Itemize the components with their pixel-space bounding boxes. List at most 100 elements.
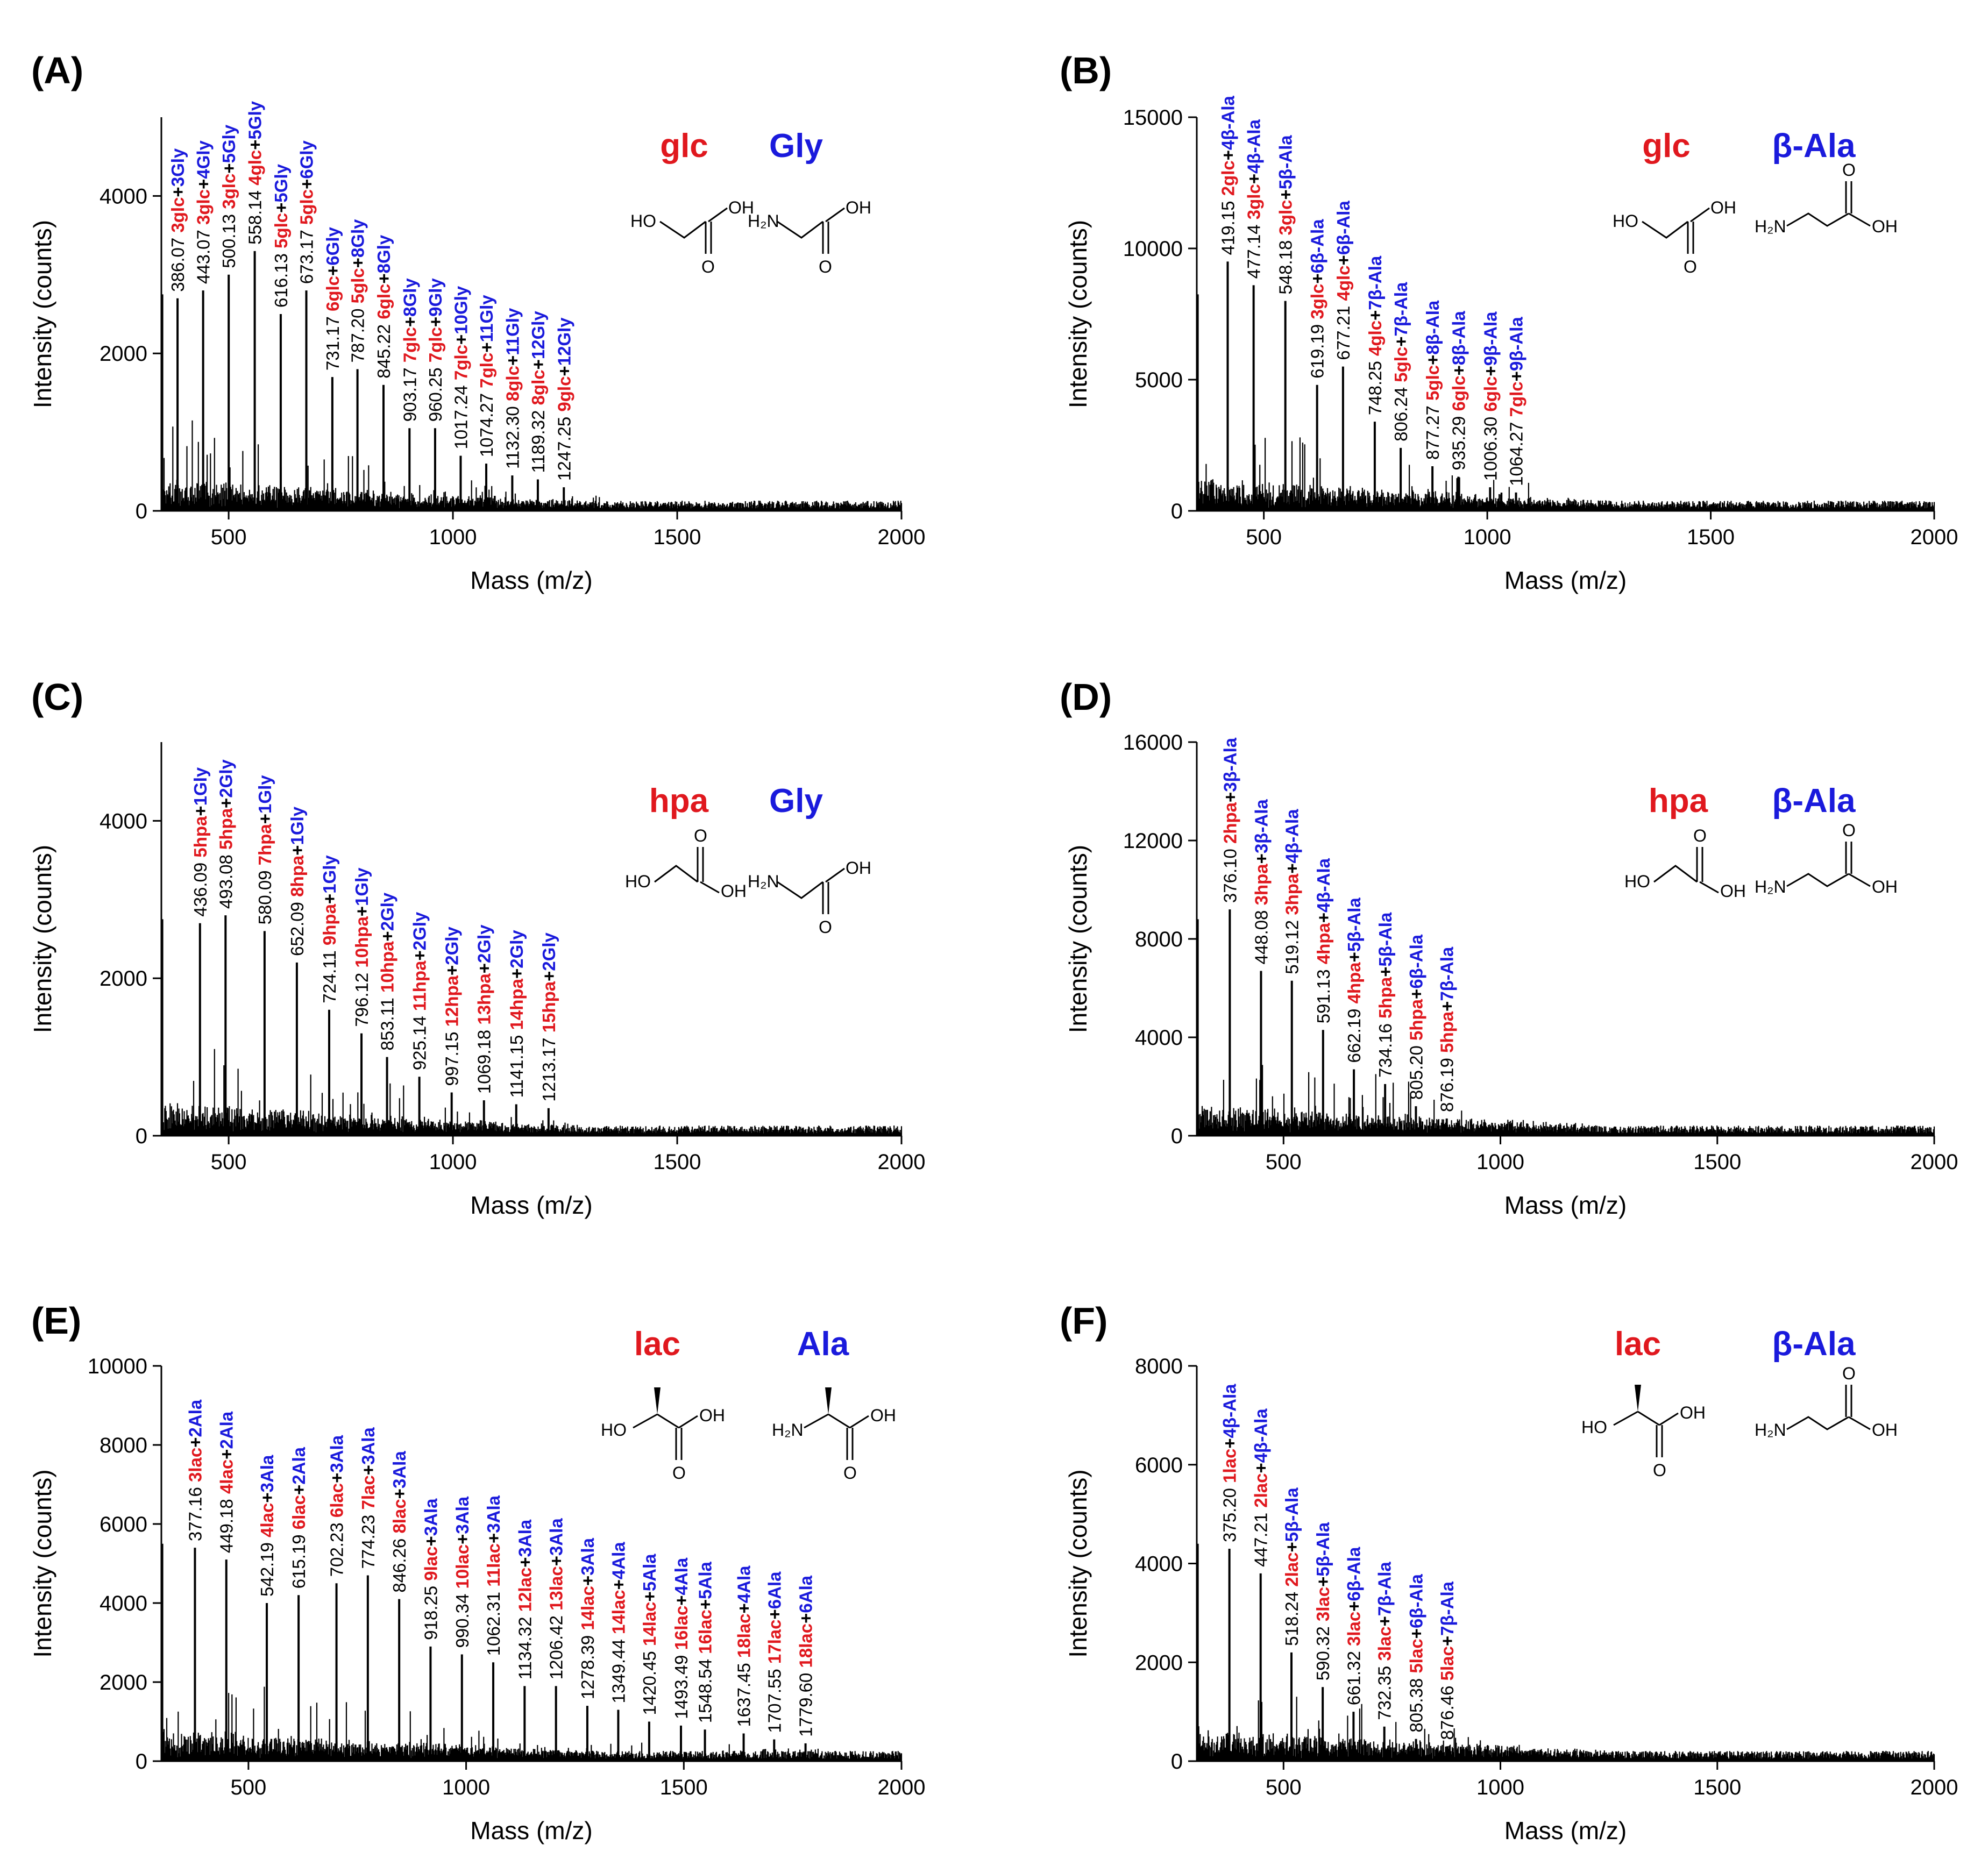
bond [1690,207,1710,223]
peak-label: 542.19 4lac+3Ala [257,1455,277,1597]
atom-label: O [672,1463,686,1483]
legend-amine: Gly [769,127,823,165]
bond [828,1413,850,1429]
atom-label: O [819,257,832,276]
x-tick-label: 2000 [1911,1150,1958,1174]
peak-label: 1132.30 8glc+11Gly [502,308,522,469]
atom-label: HO [630,211,656,231]
peak-label: 1134.32 12lac+3Ala [515,1519,535,1679]
peak-label: 748.25 4glc+7β-Ala [1365,255,1385,415]
panel-label: (D) [1060,676,1112,718]
x-axis-title: Mass (m/z) [470,1191,592,1219]
chart-panel: (C) 436.09 5hpa+1Gly 493.08 5hpa+2Gly 580.0… [29,676,925,1219]
peak-label: 876.46 5lac+7β-Ala [1437,1581,1457,1740]
bond [777,220,823,239]
x-tick-label: 1000 [1476,1776,1524,1799]
peak-label: 616.13 5glc+5Gly [271,163,291,308]
wedge-bond [825,1387,832,1414]
peak-label: 734.16 5hpa+5β-Ala [1375,912,1395,1078]
chart-panel: (B) 419.15 2glc+4β-Ala 477.14 3glc+4β-Ala 5… [1060,49,1958,594]
peak-label: 580.09 7hpa+1Gly [255,775,275,925]
peak-label: 1420.45 14lac+5Ala [640,1554,659,1715]
spectrum-trace [1196,1543,1935,1761]
peak-label: 724.11 9hpa+1Gly [320,855,339,1003]
x-tick-label: 500 [211,1150,247,1174]
peak-label: 518.24 2lac+5β-Ala [1282,1487,1302,1646]
x-tick-label: 1000 [429,1150,477,1174]
legend-amine: Gly [769,782,823,820]
panel-label: (F) [1060,1300,1107,1342]
bond [708,207,728,223]
bond [657,1413,679,1429]
x-axis-title: Mass (m/z) [1504,1817,1627,1844]
peak-label: 377.16 3lac+2Ala [185,1399,205,1541]
bond [678,1415,698,1429]
y-tick-label: 8000 [1135,928,1183,951]
x-axis-title: Mass (m/z) [1504,566,1627,594]
molecule-amine-structure: H₂N O OH [1755,160,1898,236]
peak-label: 774.23 7lac+3Ala [358,1427,378,1569]
molecule-acid-structure: HO O OH [1581,1385,1706,1480]
y-tick-label: 6000 [100,1513,147,1536]
peak-label: 619.19 3glc+6β-Ala [1308,219,1327,379]
bond [1786,1416,1849,1430]
peak-label: 448.08 3hpa+3β-Ala [1251,799,1271,965]
atom-label: OH [1710,198,1736,217]
y-tick-label: 15000 [1123,106,1183,130]
atom-label: OH [870,1406,896,1425]
peak-label: 662.19 4hpa+5β-Ala [1344,898,1364,1063]
x-tick-label: 1000 [1476,1150,1524,1174]
peak-label: 436.09 5hpa+1Gly [190,767,210,917]
y-tick-label: 16000 [1123,731,1183,754]
peak-label: 558.14 4glc+5Gly [245,101,265,245]
peak-label: 1017.24 7glc+10Gly [451,286,471,449]
peak-label: 877.27 5glc+8β-Ala [1423,300,1443,460]
bond [1786,873,1849,887]
atom-label: H₂N [748,211,779,231]
x-tick-label: 2000 [878,1776,926,1799]
peak-label: 1189.32 8glc+12Gly [528,311,548,473]
peak-label: 375.20 1lac+4β-Ala [1220,1384,1240,1542]
y-tick-label: 2000 [100,342,147,366]
atom-label: O [843,1463,857,1483]
y-tick-label: 12000 [1123,829,1183,853]
bond [849,1415,869,1429]
molecule-acid-structure: HO O OH [1624,826,1746,901]
x-tick-label: 1500 [654,1150,701,1174]
peak-label: 876.19 5hpa+7β-Ala [1437,946,1457,1112]
peak-label: 935.29 6glc+8β-Ala [1449,311,1468,471]
peak-label: 925.14 11hpa+2Gly [410,911,430,1070]
atom-label: OH [1872,217,1898,236]
x-tick-label: 1000 [1464,525,1511,549]
peak-label: 591.13 4hpa+4β-Ala [1314,858,1333,1023]
peak-label: 1349.44 14lac+4Ala [608,1542,628,1704]
panel-label: (A) [31,49,83,91]
peak-label: 419.15 2glc+4β-Ala [1218,95,1238,255]
bond [659,220,706,239]
y-axis-title: Intensity (counts) [1064,845,1092,1033]
atom-label: OH [1720,881,1746,901]
peak-label: 1062.31 11lac+3Ala [484,1495,503,1656]
peak-label: 447.21 2lac+4β-Ala [1251,1408,1271,1567]
x-tick-label: 2000 [878,1150,926,1174]
peak-label: 1074.27 7glc+11Gly [477,295,496,458]
peak-label: 1548.54 16lac+5Ala [695,1562,715,1723]
legend-acid: lac [1615,1326,1661,1363]
peak-label: 1206.42 13lac+3Ala [546,1518,566,1680]
peak-label: 1141.15 14hpa+2Gly [507,930,527,1098]
peak-label: 732.35 3lac+7β-Ala [1375,1562,1395,1720]
bond [700,881,720,894]
bond [1786,212,1849,227]
y-tick-label: 0 [136,1750,147,1774]
bond [825,207,845,223]
chart-panel: (F) 375.20 1lac+4β-Ala 447.21 2lac+4β-Ala 5… [1060,1300,1958,1844]
legend-acid: hpa [1649,782,1708,820]
chart-panel: (E) 377.16 3lac+2Ala 449.18 4lac+2Ala 542.1… [29,1300,925,1844]
peak-label: 677.21 4glc+6β-Ala [1333,201,1353,360]
x-axis-title: Mass (m/z) [470,1817,592,1844]
atom-label: HO [1581,1418,1607,1437]
peak-label: 1064.27 7glc+9β-Ala [1506,317,1526,486]
peak-label: 443.07 3glc+4Gly [194,140,214,284]
legend-amine: Ala [797,1326,849,1363]
y-axis-title: Intensity (counts) [29,845,56,1033]
